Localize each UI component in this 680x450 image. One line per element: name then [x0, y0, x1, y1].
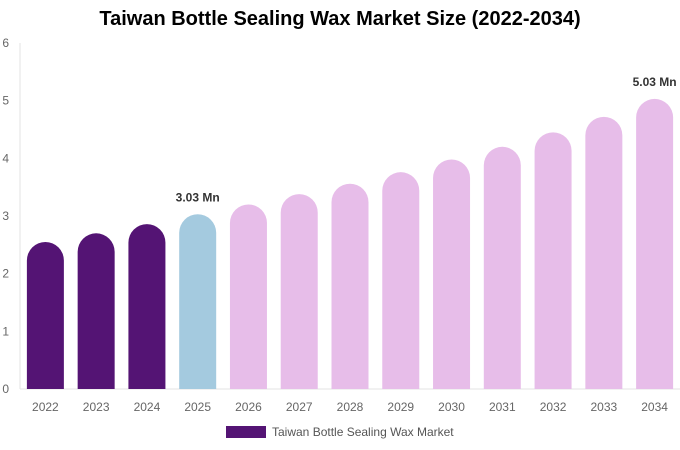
- x-tick-label: 2032: [540, 400, 567, 414]
- bar-2024: [128, 224, 166, 389]
- x-tick-label: 2031: [489, 400, 516, 414]
- data-labels-group: 3.03 Mn 5.03 Mn: [176, 75, 677, 204]
- x-tick-label: 2030: [438, 400, 465, 414]
- bars-group: [26, 98, 674, 389]
- bar-2022: [26, 241, 64, 389]
- bar-2031: [483, 146, 521, 389]
- y-axis: 0 1 2 3 4 5 6: [2, 36, 21, 396]
- bar-2034: [636, 98, 674, 389]
- x-tick-label: 2034: [641, 400, 668, 414]
- x-tick-label: 2033: [590, 400, 617, 414]
- y-tick-label: 6: [2, 36, 9, 50]
- x-tick-label: 2023: [83, 400, 110, 414]
- y-tick-label: 3: [2, 209, 9, 223]
- x-tick-label: 2029: [387, 400, 414, 414]
- x-tick-label: 2025: [184, 400, 211, 414]
- bar-2028: [331, 183, 369, 389]
- y-tick-label: 5: [2, 94, 9, 108]
- x-tick-label: 2026: [235, 400, 262, 414]
- legend-swatch: [226, 426, 266, 438]
- y-tick-label: 2: [2, 267, 9, 281]
- x-tick-label: 2028: [337, 400, 364, 414]
- chart-title: Taiwan Bottle Sealing Wax Market Size (2…: [99, 8, 581, 30]
- bar-2029: [382, 172, 420, 389]
- y-tick-label: 4: [2, 151, 9, 165]
- x-axis: 2022 2023 2024 2025 2026 2027 2028 2029 2030 2031…: [20, 388, 680, 414]
- y-tick-label: 0: [2, 382, 9, 396]
- bar-2032: [534, 132, 572, 389]
- bar-2025: [179, 214, 217, 389]
- bar-2027: [280, 194, 318, 389]
- bar-2030: [433, 159, 471, 389]
- bar-2026: [229, 204, 267, 389]
- x-tick-label: 2024: [134, 400, 161, 414]
- legend: Taiwan Bottle Sealing Wax Market: [226, 425, 454, 439]
- data-label-2034: 5.03 Mn: [633, 75, 677, 89]
- x-tick-label: 2022: [32, 400, 59, 414]
- x-tick-label: 2027: [286, 400, 313, 414]
- legend-label: Taiwan Bottle Sealing Wax Market: [272, 425, 454, 439]
- bar-2033: [585, 116, 623, 389]
- y-tick-label: 1: [2, 324, 9, 338]
- bar-2023: [77, 233, 115, 389]
- data-label-2025: 3.03 Mn: [176, 190, 220, 204]
